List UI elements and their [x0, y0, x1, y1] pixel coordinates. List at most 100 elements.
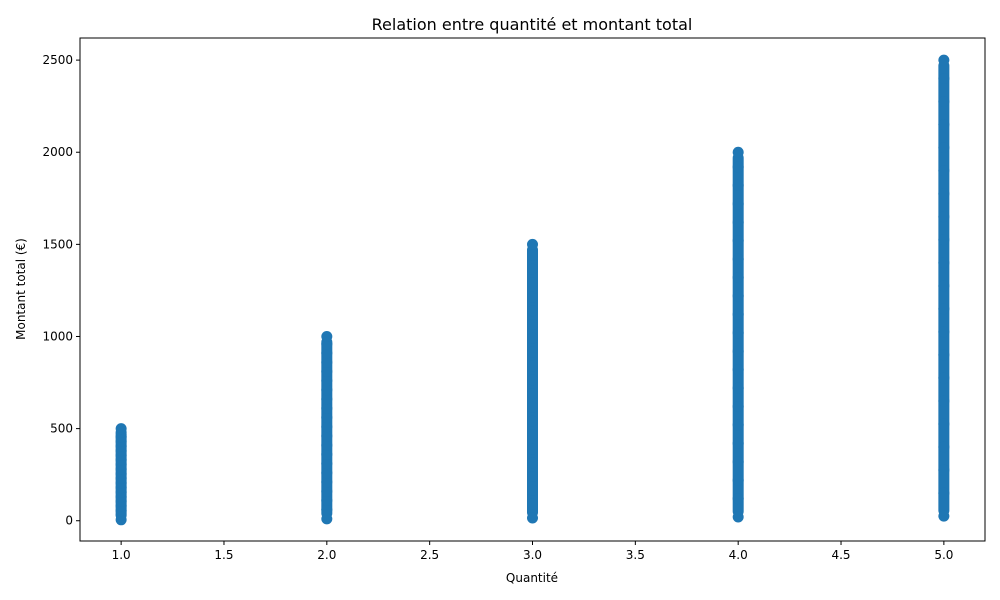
data-point	[732, 216, 744, 228]
x-tick-label: 2.5	[420, 548, 439, 562]
data-point	[732, 364, 744, 376]
data-point	[938, 211, 950, 223]
y-axis: 0 500 1000 1500 2000 2500	[42, 53, 80, 528]
data-point	[938, 441, 950, 453]
data-point	[938, 372, 950, 384]
y-axis-label: Montant total (€)	[14, 238, 28, 340]
data-point	[938, 303, 950, 315]
data-point	[527, 263, 538, 275]
data-point	[732, 419, 744, 431]
data-points	[115, 54, 950, 526]
x-tick-label: 2.0	[317, 548, 336, 562]
data-point	[527, 484, 538, 496]
data-point	[321, 485, 333, 497]
data-point	[732, 511, 744, 523]
y-tick-label: 1000	[42, 329, 73, 343]
data-point	[938, 119, 950, 131]
y-tick-label: 0	[65, 514, 73, 528]
data-point	[527, 388, 538, 400]
data-point	[115, 423, 127, 435]
data-point	[321, 421, 333, 433]
data-point	[321, 494, 333, 506]
y-tick-label: 2500	[42, 53, 73, 67]
data-point	[321, 504, 333, 516]
data-point	[527, 443, 538, 455]
data-point	[938, 234, 950, 246]
data-point	[938, 349, 950, 361]
data-point	[732, 345, 744, 357]
chart-title: Relation entre quantité et montant total	[372, 15, 693, 34]
data-point	[321, 476, 333, 488]
data-point	[938, 257, 950, 269]
data-point	[938, 73, 950, 85]
data-point	[732, 146, 744, 158]
data-point	[321, 330, 333, 342]
data-point	[321, 356, 333, 368]
data-point	[732, 308, 744, 320]
data-point	[732, 253, 744, 265]
data-point	[527, 249, 538, 261]
data-point	[321, 430, 333, 442]
y-tick-label: 500	[50, 422, 73, 436]
data-point	[527, 457, 538, 469]
data-point	[938, 142, 950, 154]
data-point	[938, 96, 950, 108]
data-point	[321, 412, 333, 424]
data-point	[527, 277, 538, 289]
data-point	[321, 393, 333, 405]
data-point	[938, 188, 950, 200]
y-tick-label: 1500	[42, 237, 73, 251]
data-point	[732, 198, 744, 210]
data-point	[732, 272, 744, 284]
data-point	[732, 179, 744, 191]
data-point	[938, 395, 950, 407]
data-point	[321, 375, 333, 387]
data-point	[321, 402, 333, 414]
data-point	[732, 327, 744, 339]
x-tick-label: 3.0	[523, 548, 542, 562]
x-axis-label: Quantité	[506, 571, 558, 585]
data-point	[732, 493, 744, 505]
data-point	[527, 346, 538, 358]
data-point	[527, 374, 538, 386]
x-tick-label: 5.0	[934, 548, 953, 562]
data-point	[938, 165, 950, 177]
data-point	[938, 326, 950, 338]
data-point	[732, 382, 744, 394]
data-point	[527, 332, 538, 344]
y-tick-label: 2000	[42, 145, 73, 159]
data-point	[527, 512, 538, 524]
data-point	[732, 290, 744, 302]
data-point	[732, 400, 744, 412]
data-point	[938, 464, 950, 476]
data-point	[321, 384, 333, 396]
data-point	[732, 235, 744, 247]
x-tick-label: 3.5	[626, 548, 645, 562]
data-point	[527, 360, 538, 372]
data-point	[527, 291, 538, 303]
data-point	[527, 471, 538, 483]
data-point	[732, 456, 744, 468]
data-point	[527, 401, 538, 413]
x-tick-label: 4.5	[831, 548, 850, 562]
data-point	[732, 437, 744, 449]
data-point	[527, 415, 538, 427]
x-tick-label: 4.0	[729, 548, 748, 562]
data-point	[938, 487, 950, 499]
data-point	[938, 418, 950, 430]
data-point	[321, 513, 333, 525]
data-point	[321, 467, 333, 479]
data-point	[527, 305, 538, 317]
data-point	[321, 448, 333, 460]
data-point	[938, 280, 950, 292]
data-point	[321, 458, 333, 470]
data-point	[321, 347, 333, 359]
data-point	[527, 238, 538, 250]
data-point	[732, 474, 744, 486]
x-axis: 1.0 1.5 2.0 2.5 3.0 3.5 4.0 4.5 5.0	[112, 541, 953, 562]
data-point	[527, 319, 538, 331]
x-tick-label: 1.5	[214, 548, 233, 562]
x-tick-label: 1.0	[112, 548, 131, 562]
data-point	[732, 161, 744, 173]
